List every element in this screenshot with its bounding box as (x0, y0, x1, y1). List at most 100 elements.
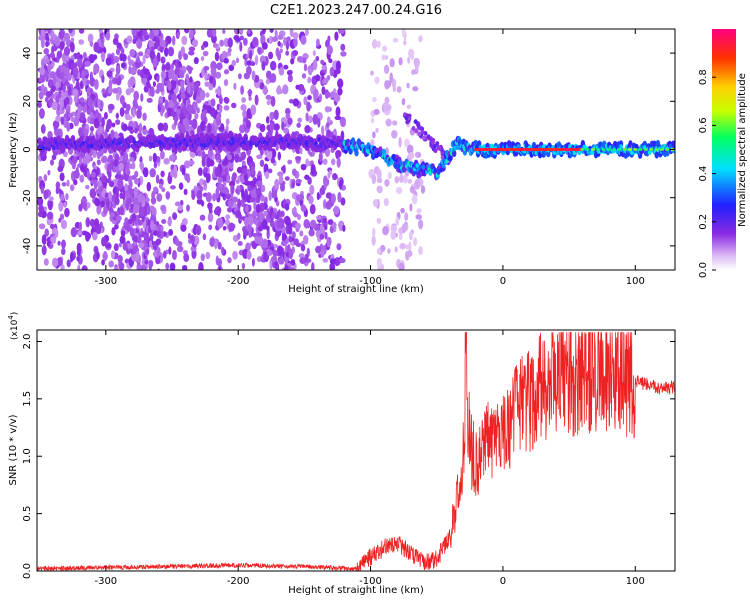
spectrogram-cell (98, 126, 104, 134)
spectrogram-cell (312, 50, 316, 56)
spectrogram-cell (312, 59, 318, 71)
spectrogram-cell (301, 205, 307, 212)
spectrogram-cell (381, 54, 386, 61)
spectrogram-cell (148, 259, 153, 270)
spectrogram-cell (212, 193, 217, 202)
spectrogram-cell (92, 231, 98, 241)
spectrogram-cell (78, 221, 83, 231)
spectrogram-cell (52, 75, 57, 86)
spectrogram-cell (262, 238, 269, 249)
spectrogram-cell (372, 131, 376, 139)
spectrogram-cell (318, 152, 323, 162)
spectrogram-cell (202, 104, 209, 110)
spectrogram-cell (223, 105, 230, 111)
spectrogram-cell (58, 30, 65, 40)
spectrogram-cell (371, 235, 376, 246)
spectrogram-cell (191, 190, 196, 201)
spectrogram-cell (199, 214, 206, 221)
spectrogram-cell (208, 202, 213, 214)
spectrogram-cell (295, 242, 302, 248)
spectrogram-cell (328, 58, 333, 64)
spectrogram-cell (53, 16, 58, 22)
spectrogram-cell (643, 148, 648, 151)
snr-y-label: SNR (10 * v/v) (8, 414, 19, 485)
spectrogram-cell (281, 142, 287, 151)
spectrogram-cell (101, 190, 106, 198)
spectrogram-cell (256, 180, 263, 188)
spectrogram-cell (145, 134, 151, 142)
spectrogram-cell (196, 198, 204, 205)
spectrogram-cell (239, 124, 245, 134)
spectrogram-cell (271, 212, 277, 218)
spectrogram-cell (54, 15, 59, 21)
spectrogram-cell (160, 170, 165, 178)
spectrogram-cell (183, 188, 188, 196)
spectrogram-cell (78, 127, 83, 137)
spectrogram-cell (140, 264, 147, 270)
spectrogram-cell (263, 210, 268, 217)
spectrogram-cell (212, 43, 218, 48)
spectrogram-cell (188, 29, 194, 40)
spectrogram-cell (210, 98, 216, 107)
spectrogram-cell (277, 151, 281, 161)
spectrogram-cell (135, 29, 141, 33)
spectrogram-cell (395, 186, 403, 195)
spectrogram-cell (144, 259, 149, 265)
spectrogram-cell (234, 29, 241, 35)
spectrogram-cell (52, 145, 56, 151)
spectrogram-cell (329, 258, 337, 265)
spectrogram-cell (671, 140, 675, 148)
spectrogram-cell (404, 138, 410, 148)
spectrogram-cell (209, 237, 216, 247)
spectrogram-cell (225, 214, 231, 220)
spectrogram-cell (236, 232, 241, 240)
spectrogram-cell (188, 46, 196, 52)
spectrogram-cell (215, 187, 220, 199)
x-tick-label: 100 (626, 276, 645, 287)
spectrogram-cell (50, 236, 57, 243)
spectrogram-cell (314, 74, 321, 82)
spectrogram-cell (108, 176, 112, 183)
spectrogram-cell (79, 151, 85, 158)
spectrogram-cell (66, 122, 71, 132)
y-tick-label: 0.5 (22, 506, 33, 522)
spectrogram-cell (300, 240, 305, 246)
spectrogram-cell (179, 112, 184, 118)
spectrogram-cell (167, 80, 172, 91)
spectrogram-cell (169, 169, 177, 178)
spectrogram-cell (131, 0, 134, 10)
spectrogram-cell (60, 116, 65, 126)
spectrogram-cell (159, 150, 165, 160)
spectrogram-cell (556, 150, 560, 156)
spectrogram-cell (38, 0, 42, 9)
spectrogram-cell (337, 87, 343, 96)
spectrogram-cell (128, 59, 135, 66)
spectrogram-cell (266, 100, 271, 106)
spectrogram-cell (37, 211, 43, 218)
spectrogram-cell (133, 90, 140, 101)
spectrogram-cell (300, 163, 307, 171)
spectrogram-cell (285, 50, 290, 56)
spectrogram-cell (38, 223, 46, 230)
spectrogram-cell (150, 220, 155, 231)
spectrogram-cell (401, 98, 406, 106)
spectrogram-cell (415, 214, 422, 220)
spectrogram-cell (376, 168, 382, 180)
spectrogram-cell (235, 188, 240, 194)
spectrogram-cell (204, 81, 210, 87)
spectrogram-cell (37, 101, 42, 108)
spectrogram-y-axis: -40 -20 0 20 40 (22, 47, 675, 254)
spectrogram-cell (126, 115, 133, 121)
spectrogram-cell (73, 169, 80, 179)
spectrogram-cell (255, 187, 262, 196)
spectrogram-cell (299, 257, 306, 264)
spectrogram-cell (160, 56, 166, 64)
spectrogram-cell (127, 218, 134, 225)
spectrogram-cell (152, 57, 158, 68)
spectrogram-cell (108, 79, 113, 89)
spectrogram-cell (156, 231, 161, 238)
spectrogram-cell (411, 194, 418, 205)
spectrogram-cell (269, 73, 277, 83)
spectrogram-cell (120, 48, 125, 55)
